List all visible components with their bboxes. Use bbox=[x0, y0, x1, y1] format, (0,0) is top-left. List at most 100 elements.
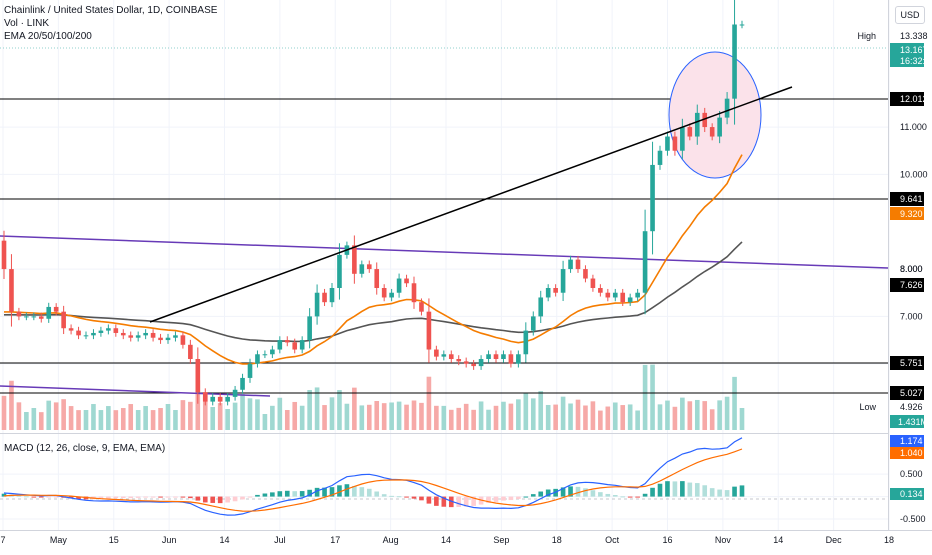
volume-bar bbox=[202, 396, 208, 430]
volume-bar bbox=[16, 402, 22, 430]
macd-histogram-bar bbox=[337, 485, 342, 497]
ema-legend[interactable]: EMA 20/50/100/200 bbox=[4, 31, 92, 42]
macd-histogram-bar bbox=[426, 496, 432, 504]
candle-body bbox=[694, 112, 700, 137]
macd-histogram-bar bbox=[255, 494, 260, 497]
candle-body bbox=[680, 127, 685, 151]
candle-body bbox=[530, 316, 536, 331]
level-value-2: 9.641 bbox=[900, 194, 923, 204]
macd-histogram-bar bbox=[31, 496, 37, 498]
volume-bar bbox=[120, 408, 126, 430]
volume-bar bbox=[381, 403, 387, 430]
candle-body bbox=[284, 340, 290, 343]
volume-bar bbox=[568, 403, 573, 430]
last-price-badge bbox=[890, 43, 924, 67]
volume-bar bbox=[128, 404, 134, 430]
volume-bar bbox=[411, 400, 417, 430]
macd-histogram-bar bbox=[568, 486, 573, 497]
time-tick-label: 14 bbox=[219, 535, 229, 545]
candle-body bbox=[650, 164, 655, 232]
candle-body bbox=[240, 377, 245, 390]
volume-bar bbox=[717, 400, 722, 430]
time-tick-label: Nov bbox=[715, 535, 732, 545]
candle-body bbox=[419, 302, 424, 312]
volume-bar bbox=[307, 390, 312, 430]
macd-histogram-bar bbox=[381, 494, 387, 497]
macd-histogram-bar bbox=[277, 491, 283, 497]
candle-body bbox=[404, 278, 409, 284]
volume-bar bbox=[359, 405, 365, 430]
price-tick-label: 11.000 bbox=[900, 122, 927, 132]
candle-body bbox=[329, 288, 335, 303]
macd-histogram-bar bbox=[158, 496, 163, 498]
volume-bar bbox=[665, 400, 670, 430]
ema-200-line bbox=[3, 241, 743, 343]
volume-bar bbox=[210, 407, 216, 430]
macd-histogram-bar bbox=[106, 496, 111, 499]
candle-body bbox=[225, 396, 230, 402]
macd-legend[interactable]: MACD (12, 26, close, 9, EMA, EMA) bbox=[4, 443, 166, 454]
candle-body bbox=[583, 269, 588, 279]
signal-badge bbox=[890, 447, 924, 459]
candle-body bbox=[590, 278, 596, 288]
volume-bars bbox=[1, 364, 745, 430]
volume-bar bbox=[352, 387, 357, 430]
macd-histogram-bar bbox=[575, 486, 581, 497]
volume-bar bbox=[396, 401, 402, 430]
level-badge-1 bbox=[890, 92, 924, 106]
volume-bar bbox=[545, 404, 551, 430]
histogram-badge bbox=[890, 488, 924, 500]
candle-body bbox=[508, 354, 514, 364]
volume-bar bbox=[583, 405, 588, 430]
volume-bar bbox=[113, 410, 119, 430]
volume-bar bbox=[9, 380, 14, 430]
candle-body bbox=[672, 136, 678, 151]
macd-histogram-bar bbox=[441, 496, 447, 507]
macd-histogram-bar bbox=[314, 487, 320, 497]
time-tick-label: 16 bbox=[662, 535, 672, 545]
macd-histogram-bar bbox=[627, 496, 633, 498]
volume-legend[interactable]: Vol · LINK bbox=[4, 18, 50, 29]
rising-trendline[interactable] bbox=[149, 86, 793, 323]
macd-histogram-bar bbox=[292, 491, 298, 497]
volume-bar bbox=[366, 404, 372, 430]
macd-histogram-bar bbox=[620, 496, 626, 498]
channel-upper-line[interactable] bbox=[0, 235, 889, 269]
volume-bar bbox=[501, 401, 506, 430]
volume-bar bbox=[709, 409, 715, 430]
volume-bar bbox=[724, 396, 730, 430]
candle-body bbox=[120, 332, 126, 336]
channel-lower-line[interactable] bbox=[0, 385, 271, 397]
candle-body bbox=[61, 311, 66, 329]
symbol-title[interactable]: Chainlink / United States Dollar, 1D, CO… bbox=[4, 5, 218, 16]
volume-bar bbox=[680, 397, 685, 430]
candle-body bbox=[366, 264, 372, 270]
volume-bar bbox=[24, 412, 29, 430]
macd-histogram-bar bbox=[516, 496, 521, 499]
macd-histogram-bar bbox=[366, 488, 372, 497]
volume-bar bbox=[158, 408, 163, 430]
candle-body bbox=[210, 396, 216, 402]
low-label: Low bbox=[859, 402, 876, 412]
ema-20-line bbox=[4, 154, 743, 365]
volume-bar bbox=[434, 405, 439, 430]
time-axis[interactable]: 7 May 15 Jun 14 Jul 17 Aug 14 Sep 18 Oct 16 Nov 14 Dec 1… bbox=[0, 535, 894, 545]
volume-bar bbox=[344, 403, 350, 430]
volume-bar bbox=[83, 410, 89, 430]
macd-histogram-bar bbox=[344, 484, 350, 497]
bar-countdown: 16:32:19 bbox=[900, 56, 932, 66]
macd-histogram-bar bbox=[560, 487, 566, 497]
horizontal-levels[interactable] bbox=[0, 47, 888, 394]
candle-body bbox=[516, 354, 521, 364]
candle-body bbox=[173, 335, 178, 338]
candle-body bbox=[478, 359, 484, 367]
volume-bar bbox=[232, 402, 238, 430]
currency-button[interactable]: USD bbox=[895, 6, 925, 24]
volume-bar bbox=[106, 406, 111, 430]
candle-body bbox=[322, 292, 327, 303]
volume-bar bbox=[508, 403, 514, 430]
macd-histogram-bar bbox=[493, 496, 499, 502]
volume-bar bbox=[657, 404, 663, 430]
macd-histogram-bar bbox=[135, 496, 141, 498]
